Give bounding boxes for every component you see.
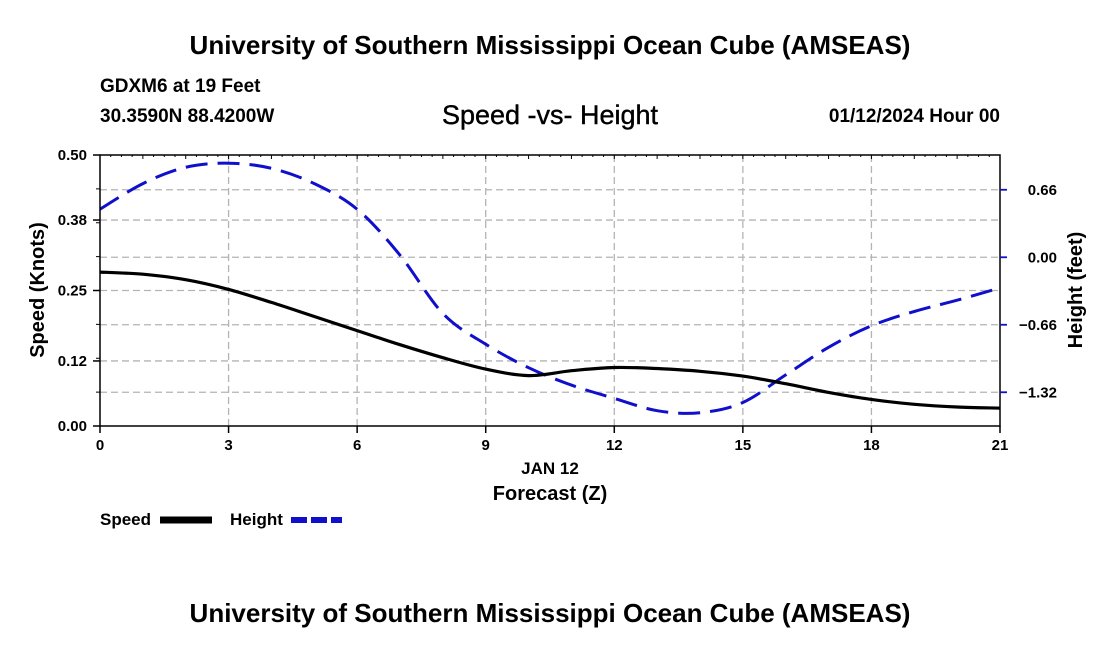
y2-tick-label: −1.32	[1019, 384, 1057, 401]
y2-tick-label: 0.66	[1028, 182, 1057, 199]
x-tick-label: 3	[224, 437, 232, 454]
y-tick-label: 0.50	[58, 147, 87, 164]
y-tick-label: 0.25	[58, 283, 87, 300]
chart-title: Speed -vs- Height	[441, 100, 659, 130]
x-tick-label: 0	[96, 437, 104, 454]
legend-height-label: Height	[230, 510, 283, 529]
footer-title: University of Southern Mississippi Ocean…	[189, 598, 911, 628]
y2-tick-label: 0.00	[1028, 249, 1057, 266]
station-label: GDXM6 at 19 Feet	[100, 76, 261, 97]
legend-speed-label: Speed	[100, 510, 151, 529]
grid	[100, 155, 1000, 426]
x-tick-label: 21	[992, 437, 1009, 454]
height-series-line	[99, 161, 1001, 415]
y-axis-label: Speed (Knots)	[27, 222, 49, 358]
y2-tick-label: −0.66	[1019, 317, 1057, 334]
legend: Speed Height	[100, 510, 342, 529]
y2-axis-label: Height (feet)	[1065, 232, 1087, 349]
datetime-label: 01/12/2024 Hour 00	[828, 106, 1000, 127]
x-axis-label: Forecast (Z)	[493, 483, 607, 505]
coordinates-label: 30.3590N 88.4200W	[100, 106, 275, 127]
x-tick-label: 12	[606, 437, 623, 454]
speed-series-line	[99, 270, 1001, 410]
y-tick-label: 0.38	[58, 212, 87, 229]
x-tick-label: 6	[353, 437, 361, 454]
axes: 0 3 6 9 12 15 18 21 0.00 0.12 0.25 0.38 0.50 0.66 0.00…	[58, 147, 1057, 454]
x-tick-label: 15	[735, 437, 752, 454]
y-tick-label: 0.00	[58, 418, 87, 435]
x-axis-date-label: JAN 12	[521, 459, 579, 478]
y-tick-label: 0.12	[58, 353, 87, 370]
x-tick-label: 18	[863, 437, 880, 454]
page-title: University of Southern Mississippi Ocean…	[189, 30, 911, 60]
series-layer	[99, 161, 1001, 415]
x-tick-label: 9	[482, 437, 490, 454]
